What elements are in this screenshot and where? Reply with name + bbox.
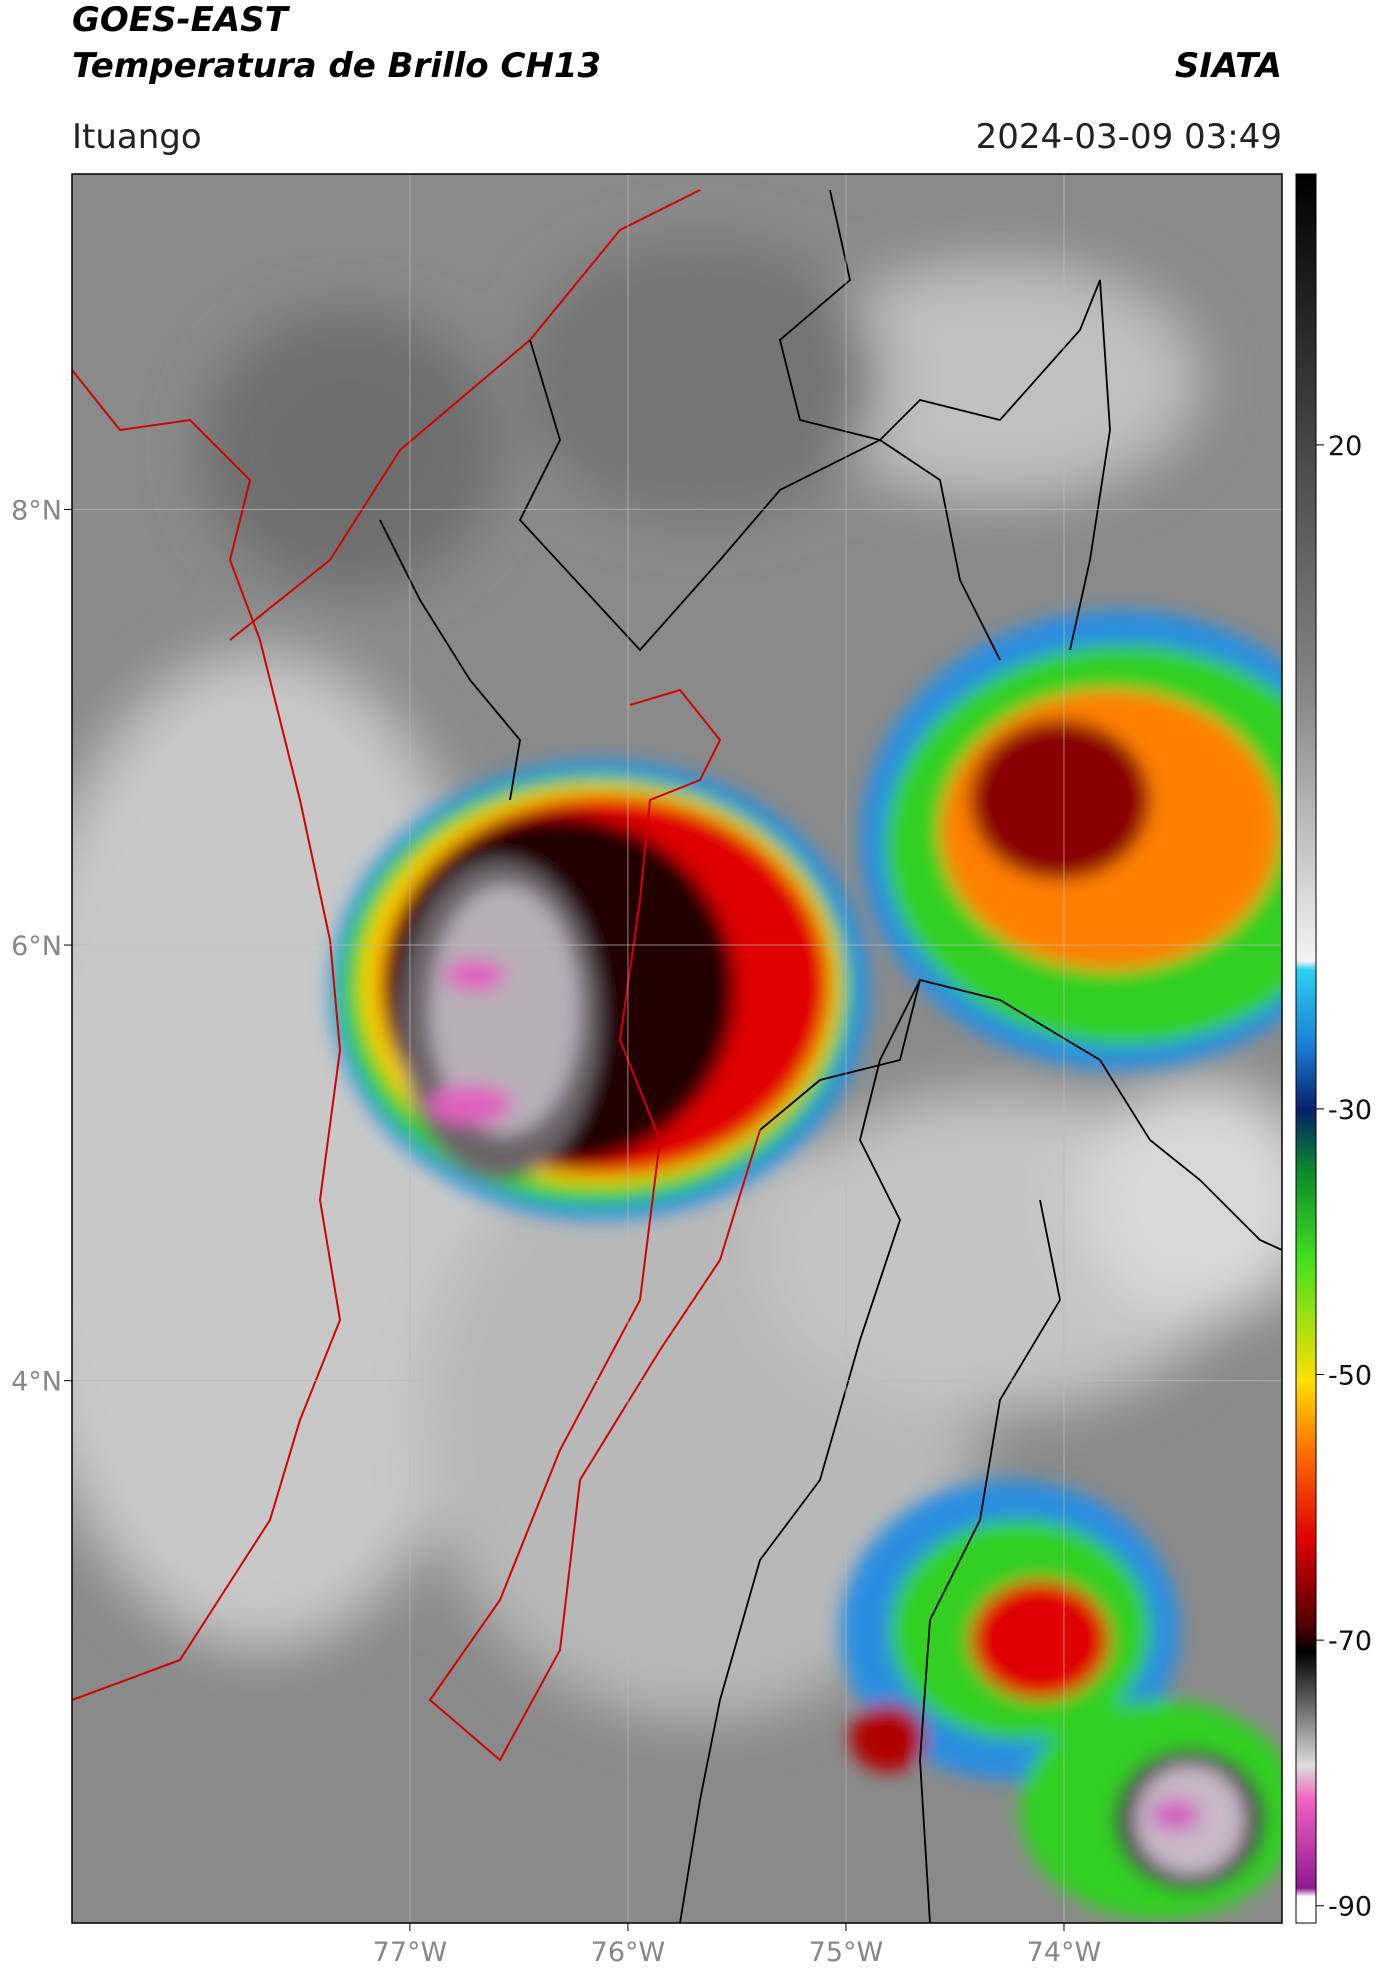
y-tick-label: 6°N bbox=[11, 931, 62, 962]
organization: SIATA bbox=[1175, 46, 1282, 86]
x-tick-label: 77°W bbox=[373, 1937, 448, 1968]
colorbar-tick-label: -50 bbox=[1328, 1361, 1372, 1392]
graticule bbox=[72, 174, 1282, 1923]
timestamp: 2024-03-09 03:49 bbox=[976, 117, 1282, 157]
location: Ituango bbox=[72, 117, 202, 157]
title: GOES-EAST bbox=[72, 0, 291, 40]
x-tick-label: 74°W bbox=[1027, 1937, 1102, 1968]
colorbar bbox=[1295, 173, 1317, 1924]
map-frame bbox=[71, 173, 1283, 1924]
colorbar-tick-label: -30 bbox=[1328, 1095, 1372, 1126]
satellite-image bbox=[72, 174, 1282, 1923]
subtitle: Temperatura de Brillo CH13 bbox=[72, 46, 601, 86]
x-tick-label: 76°W bbox=[591, 1937, 666, 1968]
y-tick-label: 4°N bbox=[11, 1367, 62, 1398]
x-tick-label: 75°W bbox=[809, 1937, 884, 1968]
y-tick-label: 8°N bbox=[11, 495, 62, 526]
colorbar-tick-label: -90 bbox=[1328, 1892, 1372, 1923]
colorbar-tick-label: -70 bbox=[1328, 1626, 1372, 1657]
colorbar-tick-label: 20 bbox=[1328, 431, 1362, 462]
